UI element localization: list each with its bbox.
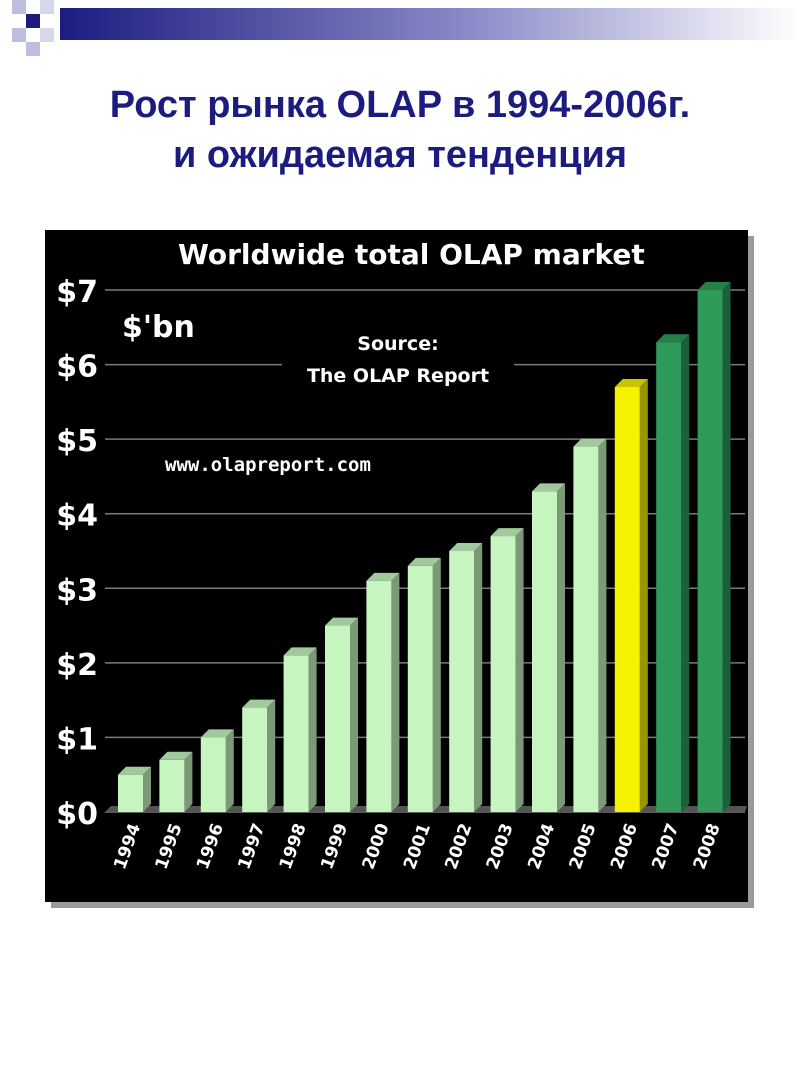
bar-side <box>722 282 731 812</box>
bar-top <box>573 438 607 447</box>
source-box <box>282 322 514 390</box>
unit-label: $'bn <box>122 310 195 345</box>
slide-title-line2: и ожидаемая тенденция <box>172 134 628 176</box>
chart-title: Worldwide total OLAP market <box>178 238 645 271</box>
bar-side <box>639 378 648 812</box>
bar-side <box>474 543 483 812</box>
bar <box>614 386 640 812</box>
bar-top <box>366 572 400 581</box>
bar-top <box>614 378 648 387</box>
bar <box>573 446 599 812</box>
bar <box>490 536 516 812</box>
source-url: www.olapreport.com <box>165 454 371 476</box>
bar <box>242 707 268 812</box>
bar-top <box>656 334 690 343</box>
bar-top <box>532 483 565 492</box>
y-tick-label: $5 <box>56 424 98 459</box>
bar-side <box>267 699 276 812</box>
bar-top <box>159 751 193 760</box>
bar <box>697 290 723 812</box>
y-tick-label: $3 <box>56 573 98 608</box>
bar-side <box>225 729 234 812</box>
bar-side <box>515 528 524 812</box>
y-tick-label: $1 <box>56 722 98 757</box>
bar-top <box>407 557 441 566</box>
bar-side <box>557 483 565 812</box>
bar-side <box>681 334 690 812</box>
bar-side <box>184 751 193 812</box>
bar <box>532 491 557 812</box>
bar-top <box>242 699 276 708</box>
y-tick-label: $6 <box>56 350 98 385</box>
source-name: The OLAP Report <box>307 365 489 387</box>
y-tick-label: $2 <box>56 648 98 683</box>
bar-top <box>697 282 731 290</box>
bar-side <box>143 766 151 812</box>
bar-top <box>325 617 358 626</box>
bar-side <box>308 647 317 812</box>
bar-top <box>283 647 317 656</box>
slide-decoration <box>12 0 800 56</box>
bar-side <box>432 557 441 812</box>
bar-side <box>350 617 358 812</box>
bar <box>656 342 682 812</box>
bar-side <box>391 572 400 812</box>
y-tick-label: $0 <box>56 797 98 832</box>
bar <box>449 551 475 812</box>
y-tick-label: $4 <box>56 499 98 534</box>
bar-top <box>118 766 151 775</box>
bar <box>366 580 392 812</box>
bar-top <box>200 729 234 738</box>
bar <box>283 655 309 812</box>
bar <box>118 774 143 812</box>
slide-title: Рост рынка OLAP в 1994-2006г. и ожидаема… <box>0 80 800 180</box>
bar-top <box>490 528 524 537</box>
bar-side <box>598 438 607 812</box>
bar-top <box>449 543 483 551</box>
source-label: Source: <box>357 333 438 355</box>
y-tick-label: $7 <box>56 275 98 310</box>
bar <box>407 565 433 812</box>
bar <box>325 625 350 812</box>
bar <box>159 759 185 812</box>
slide-title-line1: Рост рынка OLAP в 1994-2006г. <box>109 84 691 126</box>
bar <box>200 737 226 812</box>
